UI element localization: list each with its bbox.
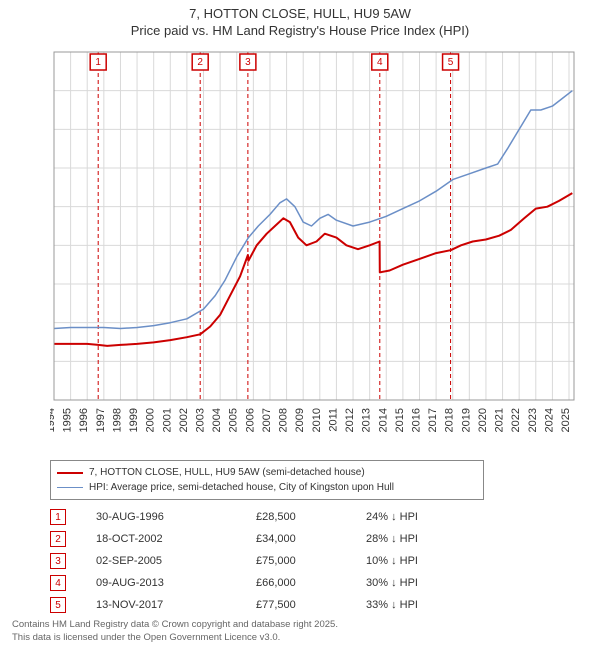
sale-badge: 3 <box>50 553 66 569</box>
xtick-label: 2021 <box>494 408 506 432</box>
sale-diff: 28% ↓ HPI <box>366 533 486 545</box>
xtick-label: 1999 <box>128 408 140 432</box>
sale-row: 1 30-AUG-1996£28,50024% ↓ HPI <box>50 506 486 528</box>
sale-marker-num: 2 <box>197 57 203 68</box>
legend-row: HPI: Average price, semi-detached house,… <box>57 480 477 495</box>
sale-diff: 30% ↓ HPI <box>366 577 486 589</box>
chart-svg: £0£20K£40K£60K£80K£100K£120K£140K£160K£1… <box>50 48 580 458</box>
sale-badge: 2 <box>50 531 66 547</box>
sale-marker-num: 1 <box>95 57 101 68</box>
sale-date: 09-AUG-2013 <box>96 577 256 589</box>
xtick-label: 2019 <box>460 408 472 432</box>
sale-badge: 4 <box>50 575 66 591</box>
sale-marker-num: 3 <box>245 57 251 68</box>
sale-badge: 1 <box>50 509 66 525</box>
chart-title: 7, HOTTON CLOSE, HULL, HU9 5AW Price pai… <box>0 0 600 40</box>
xtick-label: 1997 <box>95 408 107 432</box>
xtick-label: 1995 <box>62 408 74 432</box>
plot-bg <box>54 52 574 400</box>
xtick-label: 2000 <box>145 408 157 432</box>
xtick-label: 2009 <box>294 408 306 432</box>
sale-date: 02-SEP-2005 <box>96 555 256 567</box>
footer-line2: This data is licensed under the Open Gov… <box>12 632 338 644</box>
title-line1: 7, HOTTON CLOSE, HULL, HU9 5AW <box>0 6 600 23</box>
xtick-label: 2017 <box>427 408 439 432</box>
sale-price: £34,000 <box>256 533 366 545</box>
sale-row: 3 02-SEP-2005£75,00010% ↓ HPI <box>50 550 486 572</box>
sale-diff: 33% ↓ HPI <box>366 599 486 611</box>
sale-marker-num: 4 <box>377 57 383 68</box>
sale-badge: 5 <box>50 597 66 613</box>
legend-swatch <box>57 487 83 488</box>
sale-price: £66,000 <box>256 577 366 589</box>
xtick-label: 1994 <box>50 408 57 432</box>
xtick-label: 2015 <box>394 408 406 432</box>
legend-label: 7, HOTTON CLOSE, HULL, HU9 5AW (semi-det… <box>89 465 365 480</box>
legend-row: 7, HOTTON CLOSE, HULL, HU9 5AW (semi-det… <box>57 465 477 480</box>
xtick-label: 2011 <box>327 408 339 432</box>
sale-row: 4 09-AUG-2013£66,00030% ↓ HPI <box>50 572 486 594</box>
sale-price: £28,500 <box>256 511 366 523</box>
xtick-label: 2014 <box>377 408 389 432</box>
legend: 7, HOTTON CLOSE, HULL, HU9 5AW (semi-det… <box>50 460 484 500</box>
xtick-label: 2005 <box>228 408 240 432</box>
xtick-label: 1998 <box>111 408 123 432</box>
title-line2: Price paid vs. HM Land Registry's House … <box>0 23 600 40</box>
sale-row: 5 13-NOV-2017£77,50033% ↓ HPI <box>50 594 486 616</box>
footer: Contains HM Land Registry data © Crown c… <box>12 619 338 644</box>
legend-label: HPI: Average price, semi-detached house,… <box>89 480 394 495</box>
sale-date: 30-AUG-1996 <box>96 511 256 523</box>
xtick-label: 2023 <box>527 408 539 432</box>
sale-diff: 10% ↓ HPI <box>366 555 486 567</box>
sale-table: 1 30-AUG-1996£28,50024% ↓ HPI 2 18-OCT-2002… <box>50 506 486 616</box>
sale-marker-num: 5 <box>448 57 454 68</box>
xtick-label: 1996 <box>78 408 90 432</box>
sale-row: 2 18-OCT-2002£34,00028% ↓ HPI <box>50 528 486 550</box>
xtick-label: 2001 <box>161 408 173 432</box>
xtick-label: 2008 <box>278 408 290 432</box>
xtick-label: 2002 <box>178 408 190 432</box>
chart-area: £0£20K£40K£60K£80K£100K£120K£140K£160K£1… <box>50 48 580 418</box>
xtick-label: 2012 <box>344 408 356 432</box>
xtick-label: 2024 <box>543 408 555 432</box>
xtick-label: 2003 <box>195 408 207 432</box>
xtick-label: 2020 <box>477 408 489 432</box>
xtick-label: 2006 <box>244 408 256 432</box>
sale-price: £77,500 <box>256 599 366 611</box>
footer-line1: Contains HM Land Registry data © Crown c… <box>12 619 338 631</box>
xtick-label: 2013 <box>361 408 373 432</box>
sale-price: £75,000 <box>256 555 366 567</box>
xtick-label: 2018 <box>444 408 456 432</box>
xtick-label: 2025 <box>560 408 572 432</box>
sale-diff: 24% ↓ HPI <box>366 511 486 523</box>
xtick-label: 2022 <box>510 408 522 432</box>
xtick-label: 2007 <box>261 408 273 432</box>
xtick-label: 2010 <box>311 408 323 432</box>
sale-date: 13-NOV-2017 <box>96 599 256 611</box>
xtick-label: 2004 <box>211 408 223 432</box>
xtick-label: 2016 <box>410 408 422 432</box>
legend-swatch <box>57 472 83 474</box>
sale-date: 18-OCT-2002 <box>96 533 256 545</box>
